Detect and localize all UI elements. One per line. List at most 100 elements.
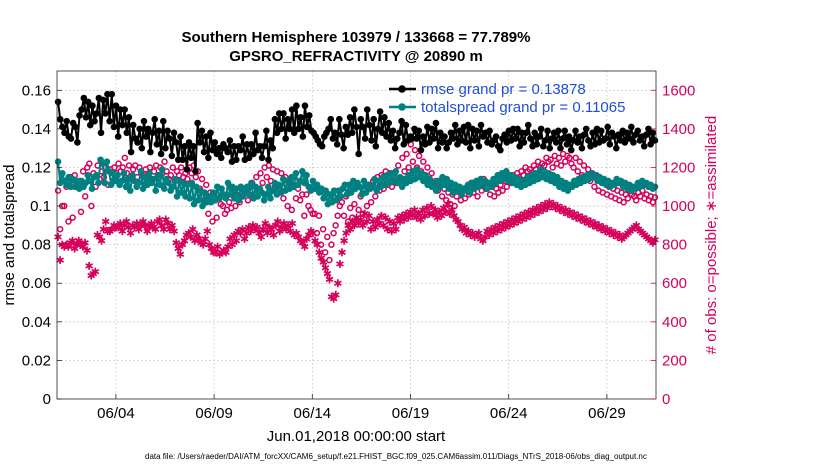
rmse-point	[497, 146, 504, 154]
assimilated-obs-point	[321, 263, 330, 272]
rmse-point	[102, 110, 109, 117]
rmse-point	[589, 129, 596, 137]
assimilated-obs-point	[240, 234, 249, 243]
possible-obs-point	[119, 164, 126, 171]
rmse-point	[247, 141, 255, 148]
rmse-point	[305, 112, 313, 119]
rmse-point	[475, 142, 483, 150]
assimilated-obs-point	[199, 240, 208, 249]
assimilated-obs-point	[365, 211, 373, 220]
assimilated-obs-point	[83, 246, 91, 255]
rmse-point	[630, 139, 637, 146]
rmse-point	[245, 154, 253, 162]
possible-obs-point	[161, 158, 168, 165]
totalspread-point	[150, 175, 157, 183]
rmse-point	[389, 127, 397, 135]
rmse-point	[477, 121, 485, 129]
possible-obs-point	[355, 206, 362, 214]
possible-obs-point	[405, 164, 412, 171]
possible-obs-point	[257, 170, 264, 177]
assimilated-obs-point	[346, 225, 355, 234]
rmse-point	[286, 125, 294, 133]
possible-obs-point	[219, 202, 227, 210]
assimilated-obs-point	[651, 235, 659, 244]
totalspread-point	[165, 179, 172, 187]
rmse-point	[293, 102, 300, 110]
totalspread-point	[107, 181, 115, 189]
possible-obs-point	[415, 152, 423, 160]
series-layer	[54, 90, 659, 303]
totalspread-point	[299, 168, 306, 175]
rmse-point	[398, 117, 405, 125]
x-axis-label: Jun.01,2018 00:00:00 start	[267, 428, 446, 445]
possible-obs-point	[499, 187, 506, 194]
possible-obs-point	[244, 197, 252, 204]
rmse-point	[170, 129, 178, 137]
rmse-point	[78, 106, 85, 113]
totalspread-point	[222, 195, 230, 202]
assimilated-obs-point	[180, 236, 189, 245]
totalspread-point	[192, 183, 200, 191]
y-left-tick-label: 0.12	[22, 159, 51, 176]
rmse-point	[443, 144, 450, 152]
rmse-point	[651, 137, 659, 144]
totalspread-point	[405, 171, 412, 179]
y-right-tick-label: 200	[662, 352, 687, 369]
y-right-tick-label: 0	[662, 391, 670, 408]
possible-obs-point	[121, 154, 129, 162]
legend-label-rmse: rmse grand pr = 0.13878	[421, 81, 586, 98]
rmse-point	[393, 135, 401, 142]
rmse-point	[557, 144, 564, 152]
rmse-point	[119, 121, 126, 129]
possible-obs-point	[576, 158, 584, 165]
assimilated-obs-point	[186, 232, 195, 241]
totalspread-point	[532, 169, 540, 177]
rmse-point	[546, 144, 554, 152]
possible-obs-point	[346, 204, 354, 212]
totalspread-point	[92, 171, 100, 179]
possible-obs-point	[319, 225, 327, 233]
rmse-point	[213, 150, 221, 158]
totalspread-point	[139, 185, 147, 192]
rmse-point	[512, 135, 519, 142]
totalspread-point	[303, 171, 310, 179]
rmse-point	[436, 129, 444, 137]
rmse-point	[93, 110, 101, 117]
totalspread-point	[190, 200, 198, 208]
possible-obs-point	[296, 197, 304, 204]
possible-obs-point	[209, 218, 216, 225]
rmse-point	[215, 144, 223, 152]
chart-subtitle: GPSRO_REFRACTIVITY @ 20890 m	[229, 48, 483, 65]
rmse-point	[192, 168, 199, 175]
rmse-point	[179, 156, 186, 164]
rmse-point	[147, 148, 154, 156]
rmse-point	[56, 115, 64, 123]
rmse-point	[136, 125, 143, 133]
assimilated-obs-point	[230, 231, 239, 239]
rmse-point	[144, 125, 152, 133]
possible-obs-point	[298, 191, 306, 198]
rmse-point	[327, 115, 335, 123]
rmse-point	[582, 125, 590, 133]
rmse-point	[559, 135, 566, 142]
rmse-point	[86, 121, 94, 129]
possible-obs-point	[321, 249, 329, 256]
assimilated-obs-point	[443, 200, 452, 209]
y-left-tick-label: 0.08	[22, 237, 51, 254]
possible-obs-point	[330, 229, 337, 237]
y-left-tick-label: 0.14	[22, 121, 51, 138]
rmse-point	[486, 127, 493, 135]
rmse-point	[198, 127, 206, 135]
totalspread-point	[154, 171, 162, 179]
rmse-point	[166, 135, 174, 142]
rmse-point	[267, 137, 274, 144]
rmse-point	[413, 135, 420, 142]
possible-obs-point	[232, 202, 239, 210]
y-left-tick-label: 0	[43, 391, 51, 408]
totalspread-point	[553, 173, 561, 181]
y-right-tick-label: 1400	[662, 121, 695, 138]
assimilated-obs-point	[269, 231, 278, 239]
totalspread-point	[86, 177, 94, 185]
rmse-point	[514, 125, 521, 133]
totalspread-point	[169, 183, 177, 191]
